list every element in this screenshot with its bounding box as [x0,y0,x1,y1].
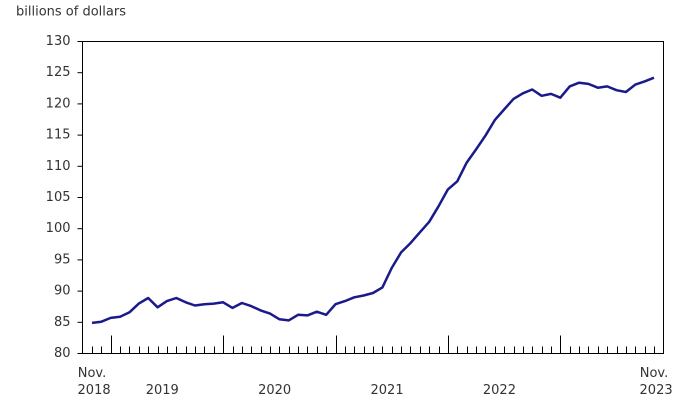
y-tick-label: 125 [46,65,71,80]
y-tick-label: 120 [46,96,71,111]
x-tick-label: 2019 [146,383,179,398]
y-tick-label: 100 [46,221,71,236]
x-tick-label: 2021 [371,383,404,398]
y-tick-label: 130 [46,34,71,49]
y-tick-label: 105 [46,190,71,205]
x-tick-label: Nov. 2018 [73,366,110,398]
y-tick-label: 85 [54,315,71,330]
y-axis-label: billions of dollars [16,5,126,20]
y-tick-label: 95 [54,252,71,267]
x-tick-label: 2022 [483,383,516,398]
x-tick-label: 2020 [258,383,291,398]
y-tick-label: 110 [46,159,71,174]
y-tick-label: 90 [54,284,71,299]
y-tick-label: 80 [54,346,71,361]
data-line [91,76,655,325]
y-tick-label: 115 [46,128,71,143]
x-tick-label: Nov. 2023 [635,366,672,398]
plot-frame [82,41,664,354]
